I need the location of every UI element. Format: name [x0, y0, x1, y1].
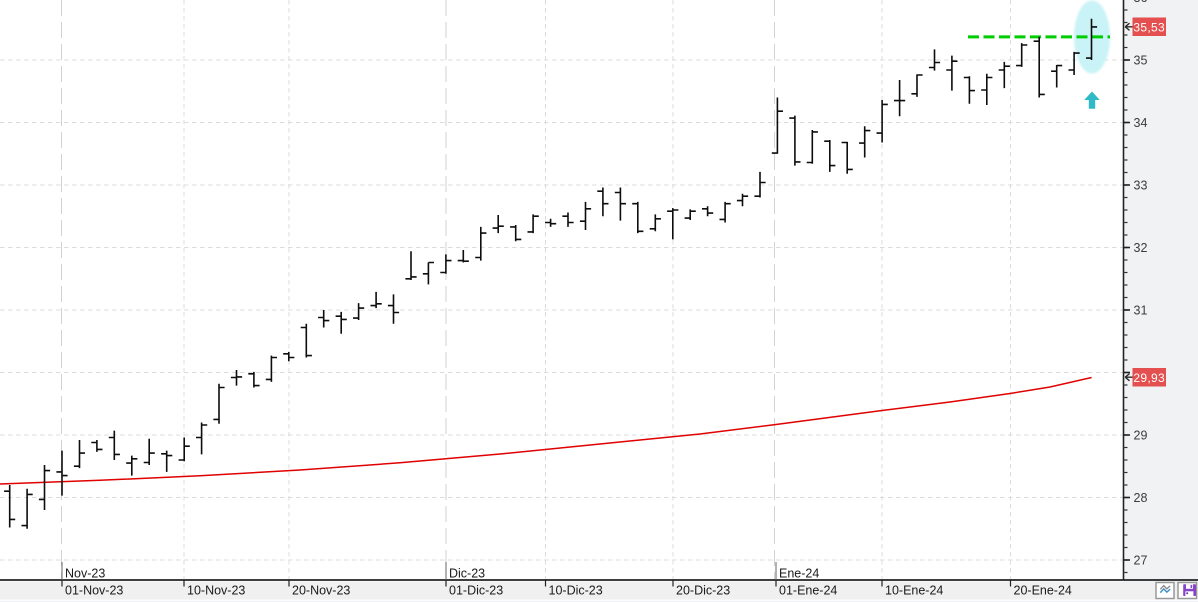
svg-text:33: 33 [1134, 179, 1148, 193]
svg-text:01-Nov-23: 01-Nov-23 [65, 584, 123, 598]
svg-text:10-Nov-23: 10-Nov-23 [187, 584, 245, 598]
svg-text:20-Ene-24: 20-Ene-24 [1014, 584, 1072, 598]
svg-text:27: 27 [1134, 554, 1148, 568]
svg-text:10-Dic-23: 10-Dic-23 [549, 584, 603, 598]
svg-text:28: 28 [1134, 491, 1148, 505]
svg-text:29,93: 29,93 [1133, 371, 1165, 385]
svg-text:Ene-24: Ene-24 [779, 567, 819, 581]
svg-text:35,53: 35,53 [1133, 21, 1165, 35]
svg-text:29: 29 [1134, 429, 1148, 443]
svg-text:10-Ene-24: 10-Ene-24 [885, 584, 943, 598]
svg-text:01-Ene-24: 01-Ene-24 [779, 584, 837, 598]
svg-text:Nov-23: Nov-23 [65, 567, 105, 581]
svg-text:36: 36 [1134, 0, 1148, 5]
svg-text:34: 34 [1134, 116, 1148, 130]
svg-text:20-Nov-23: 20-Nov-23 [292, 584, 350, 598]
svg-text:35: 35 [1134, 54, 1148, 68]
svg-text:20-Dic-23: 20-Dic-23 [676, 584, 730, 598]
svg-text:32: 32 [1134, 241, 1148, 255]
svg-text:Dic-23: Dic-23 [449, 567, 485, 581]
svg-text:31: 31 [1134, 304, 1148, 318]
svg-text:01-Dic-23: 01-Dic-23 [449, 584, 503, 598]
